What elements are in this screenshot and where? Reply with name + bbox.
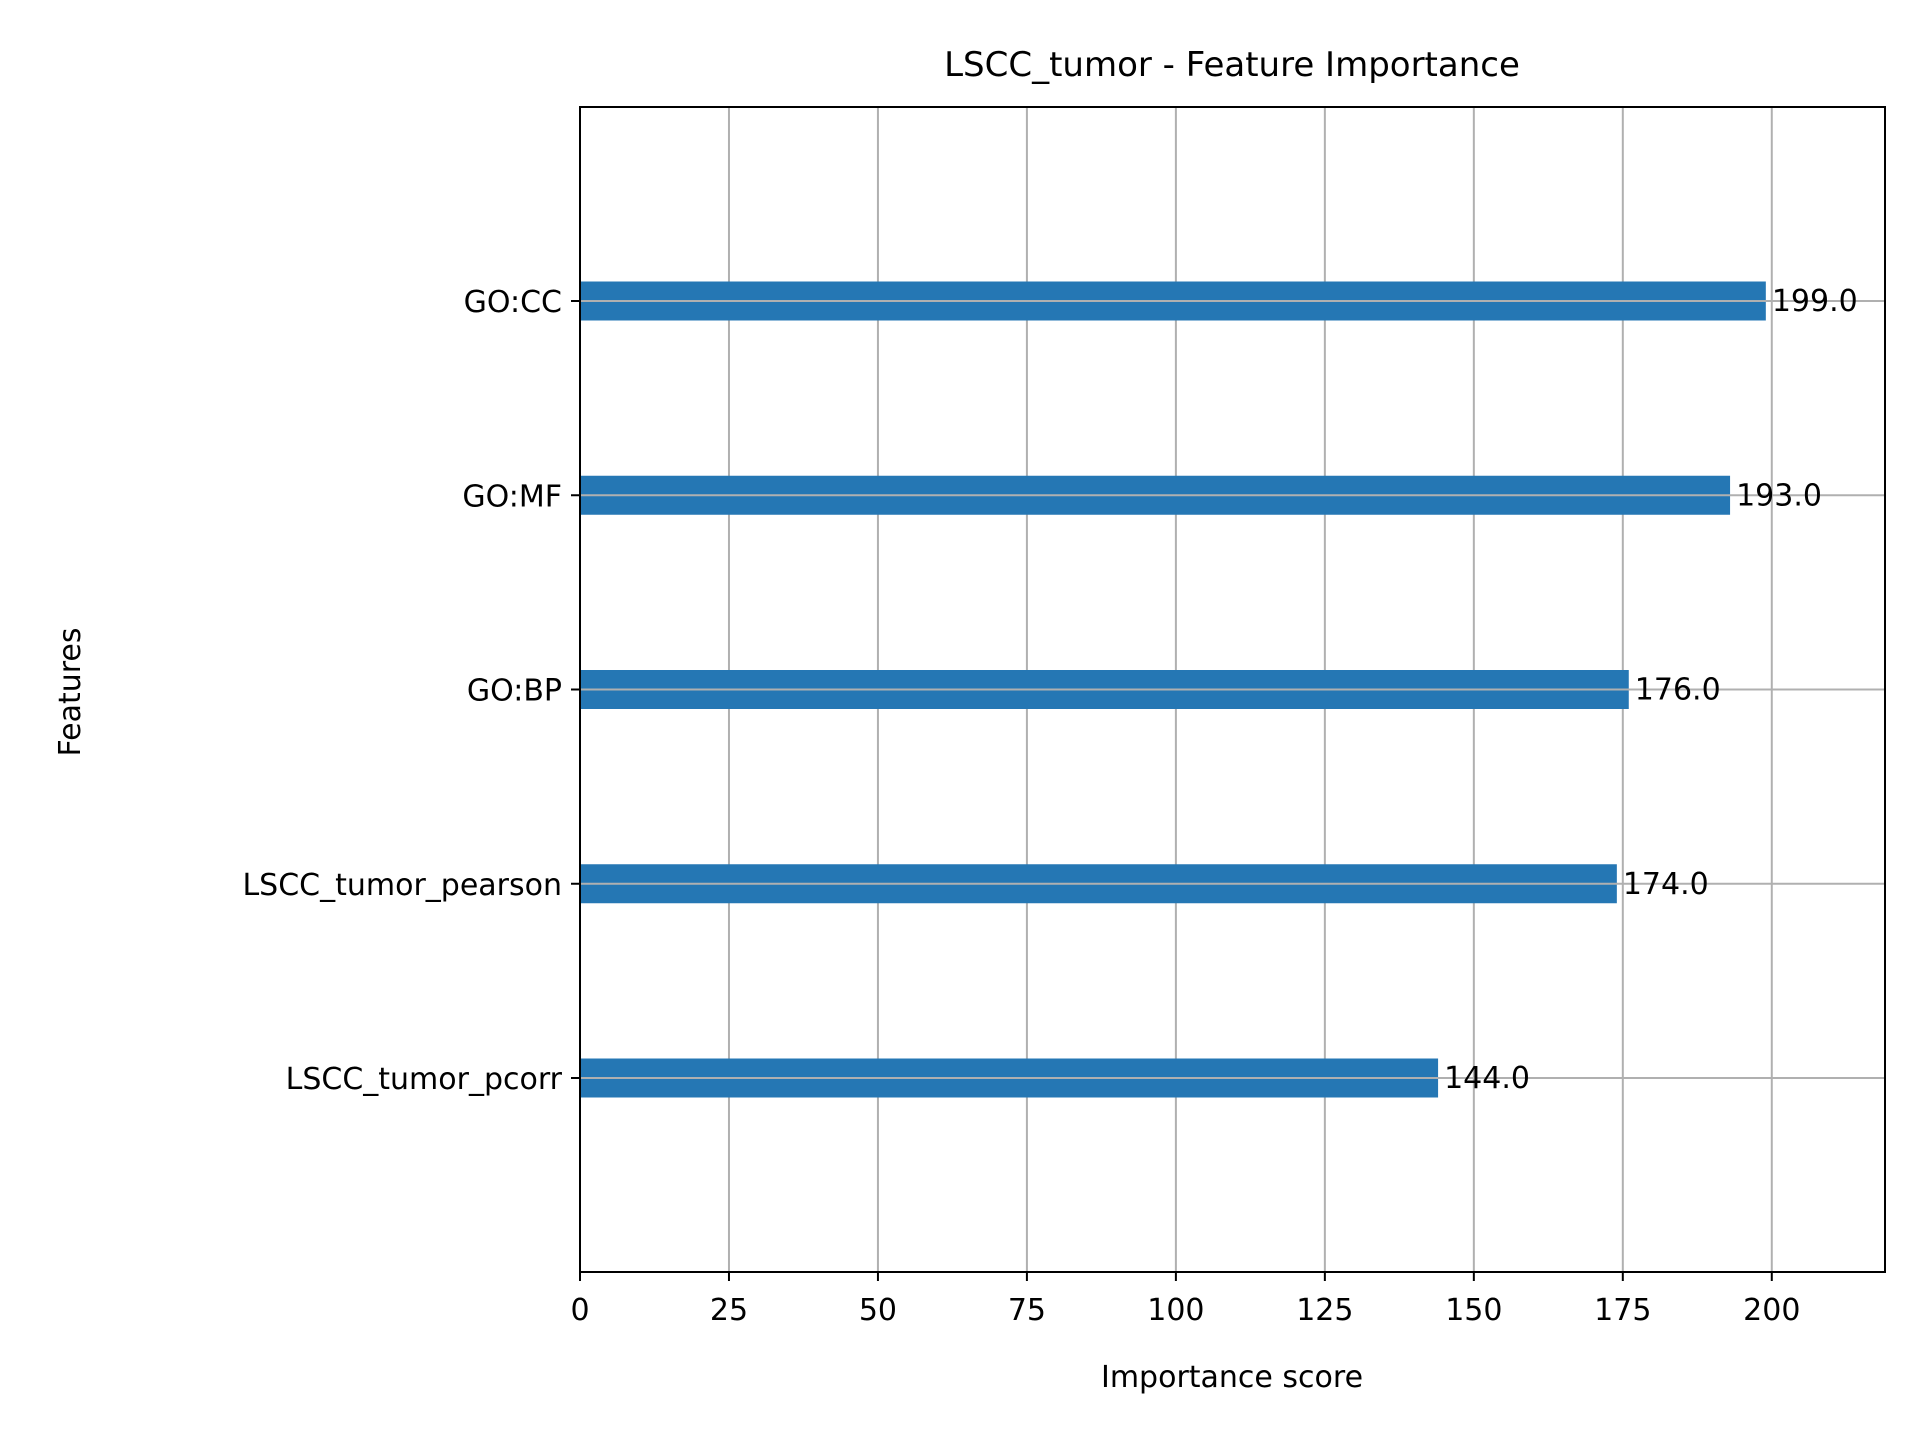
bar-value-label: 193.0 xyxy=(1736,478,1822,513)
x-tick-label: 125 xyxy=(1296,1293,1353,1328)
y-tick-label: GO:CC xyxy=(464,285,562,320)
hgrid-layer xyxy=(580,300,1885,1079)
x-axis-ticks: 0 25 50 75 100 125 150 175 200 xyxy=(570,1272,1800,1328)
bar-value-label: 144.0 xyxy=(1444,1061,1530,1096)
value-labels-layer: 199.0 193.0 176.0 174.0 144.0 xyxy=(1444,284,1858,1096)
chart-title: LSCC_tumor - Feature Importance xyxy=(944,45,1520,85)
y-tick-label: LSCC_tumor_pearson xyxy=(242,868,562,903)
y-tick-label: LSCC_tumor_pcorr xyxy=(286,1062,563,1097)
bar-value-label: 176.0 xyxy=(1635,673,1721,708)
y-axis-label: Features xyxy=(53,628,88,757)
x-tick-label: 100 xyxy=(1147,1293,1204,1328)
y-axis-ticks: GO:CC GO:MF GO:BP LSCC_tumor_pearson LSCC_tu… xyxy=(242,285,580,1097)
x-tick-label: 75 xyxy=(1008,1293,1046,1328)
x-axis-label: Importance score xyxy=(1101,1360,1363,1395)
bar-value-label: 174.0 xyxy=(1623,867,1709,902)
x-tick-label: 175 xyxy=(1594,1293,1651,1328)
x-tick-label: 50 xyxy=(859,1293,897,1328)
y-tick-label: GO:MF xyxy=(462,479,562,514)
x-tick-label: 150 xyxy=(1445,1293,1502,1328)
y-tick-label: GO:BP xyxy=(467,674,562,709)
x-tick-label: 200 xyxy=(1743,1293,1800,1328)
x-tick-label: 0 xyxy=(570,1293,589,1328)
bar-value-label: 199.0 xyxy=(1772,284,1858,319)
x-tick-label: 25 xyxy=(710,1293,748,1328)
